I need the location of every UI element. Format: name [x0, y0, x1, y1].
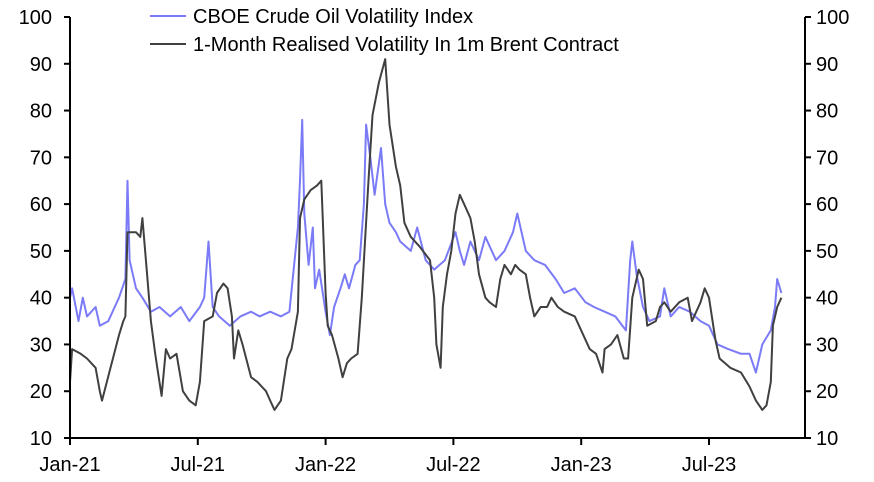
left-y-tick-label: 70 [30, 147, 52, 169]
right-y-tick-label: 100 [816, 7, 849, 29]
legend-label-cboe: CBOE Crude Oil Volatility Index [193, 6, 473, 28]
x-tick-label: Jan-21 [39, 454, 100, 476]
right-y-tick-label: 70 [816, 147, 838, 169]
left-y-tick-label: 90 [30, 54, 52, 76]
right-y-tick-label: 10 [816, 428, 838, 450]
left-y-tick-label: 80 [30, 101, 52, 123]
series-line-realised [69, 58, 783, 411]
right-y-tick-label: 20 [816, 381, 838, 403]
legend: CBOE Crude Oil Volatility Index 1-Month … [150, 6, 619, 56]
x-tick-label: Jan-23 [551, 454, 612, 476]
left-y-tick-label: 20 [30, 381, 52, 403]
right-y-tick-label: 50 [816, 241, 838, 263]
axes-layer: 10 10 20 20 30 30 40 40 50 50 60 60 70 70 80 80 90 90 100 1… [19, 7, 850, 476]
left-y-tick-label: 30 [30, 334, 52, 356]
right-y-tick-label: 80 [816, 101, 838, 123]
left-y-tick-label: 40 [30, 288, 52, 310]
legend-label-realised: 1-Month Realised Volatility In 1m Brent … [193, 34, 619, 56]
right-y-tick-label: 90 [816, 54, 838, 76]
x-tick-label: Jul-22 [426, 454, 480, 476]
left-y-tick-label: 50 [30, 241, 52, 263]
x-tick-label: Jan-22 [295, 454, 356, 476]
x-tick-label: Jul-21 [171, 454, 225, 476]
series-line-cboe [69, 118, 783, 374]
series-layer [69, 58, 783, 411]
left-y-tick-label: 10 [30, 428, 52, 450]
right-y-tick-label: 60 [816, 194, 838, 216]
x-tick-label: Jul-23 [682, 454, 736, 476]
right-y-tick-label: 30 [816, 334, 838, 356]
left-y-tick-label: 100 [19, 7, 52, 29]
left-y-tick-label: 60 [30, 194, 52, 216]
right-y-tick-label: 40 [816, 288, 838, 310]
